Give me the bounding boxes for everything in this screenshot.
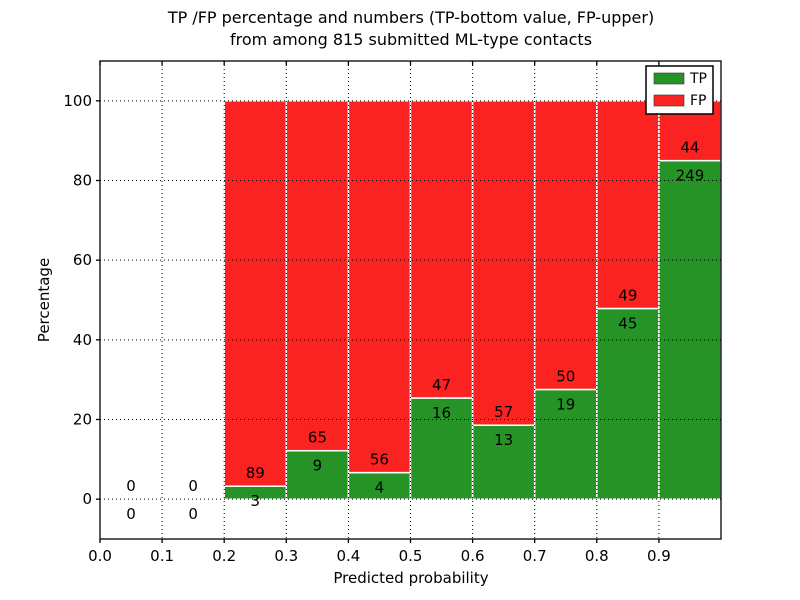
bar-fp <box>409 100 474 399</box>
y-tick-label: 100 <box>63 92 92 110</box>
bars-group <box>223 100 722 500</box>
tp-count: 19 <box>556 395 575 413</box>
bar-tp <box>471 424 536 500</box>
x-tick-label: 0.0 <box>88 547 112 565</box>
y-tick-label: 20 <box>73 411 92 429</box>
tick-marks <box>96 61 660 543</box>
tp-count: 0 <box>126 505 136 523</box>
x-tick-label: 0.4 <box>336 547 360 565</box>
fp-count: 44 <box>680 139 699 157</box>
fp-count: 0 <box>188 477 198 495</box>
legend-label-fp: FP <box>690 93 707 109</box>
x-tick-label: 0.3 <box>274 547 298 565</box>
tp-count: 9 <box>313 457 323 475</box>
tp-count: 0 <box>188 505 198 523</box>
x-tick-label: 0.8 <box>585 547 609 565</box>
bar-tp <box>285 449 350 500</box>
bar-fp <box>347 100 412 474</box>
bar-tp <box>596 307 660 500</box>
fp-count: 56 <box>370 451 389 469</box>
bar-tp <box>409 397 474 500</box>
fp-count: 50 <box>556 367 575 385</box>
y-tick-label: 0 <box>82 490 92 508</box>
y-tick-label: 40 <box>73 331 92 349</box>
tp-count: 4 <box>375 479 385 497</box>
y-tick-label: 80 <box>73 172 92 190</box>
tp-count: 16 <box>432 404 451 422</box>
bar-fp <box>223 100 288 487</box>
legend: TP FP <box>645 65 714 115</box>
fp-count: 49 <box>618 286 637 304</box>
fp-count: 89 <box>246 464 265 482</box>
x-tick-label: 0.9 <box>647 547 671 565</box>
tp-count: 3 <box>250 492 260 510</box>
bar-fp <box>533 100 598 391</box>
legend-swatch-tp <box>653 72 685 85</box>
bar-tp <box>533 388 598 500</box>
x-tick-label: 0.2 <box>212 547 236 565</box>
count-annotations: 0 0 0 0 89 3 65 9 56 4 47 16 57 13 50 19 49 45 44 249 <box>126 139 704 524</box>
legend-swatch-fp <box>653 94 685 107</box>
x-tick-label: 0.6 <box>461 547 485 565</box>
bar-tp <box>658 159 722 500</box>
bar-fp <box>471 100 536 426</box>
y-axis-label: Percentage <box>35 257 53 343</box>
tp-count: 249 <box>676 167 705 185</box>
fp-count: 65 <box>308 429 327 447</box>
fp-count: 0 <box>126 477 136 495</box>
legend-label-tp: TP <box>689 71 707 87</box>
bar-fp <box>596 100 660 310</box>
tp-count: 13 <box>494 431 513 449</box>
bar-fp <box>285 100 350 452</box>
fp-count: 57 <box>494 403 513 421</box>
fp-count: 47 <box>432 376 451 394</box>
x-tick-label: 0.1 <box>150 547 174 565</box>
tp-count: 45 <box>618 314 637 332</box>
chart-title-line2: from among 815 submitted ML-type contact… <box>229 30 593 49</box>
chart-title-line1: TP /FP percentage and numbers (TP-bottom… <box>167 8 655 27</box>
x-axis-label: Predicted probability <box>333 569 489 587</box>
chart-title: TP /FP percentage and numbers (TP-bottom… <box>101 7 721 51</box>
tick-labels: 0.0 0.1 0.2 0.3 0.4 0.5 0.6 0.7 0.8 0.90204060801… <box>63 92 670 565</box>
y-tick-label: 60 <box>73 251 92 269</box>
x-tick-label: 0.5 <box>399 547 423 565</box>
x-tick-label: 0.7 <box>523 547 547 565</box>
